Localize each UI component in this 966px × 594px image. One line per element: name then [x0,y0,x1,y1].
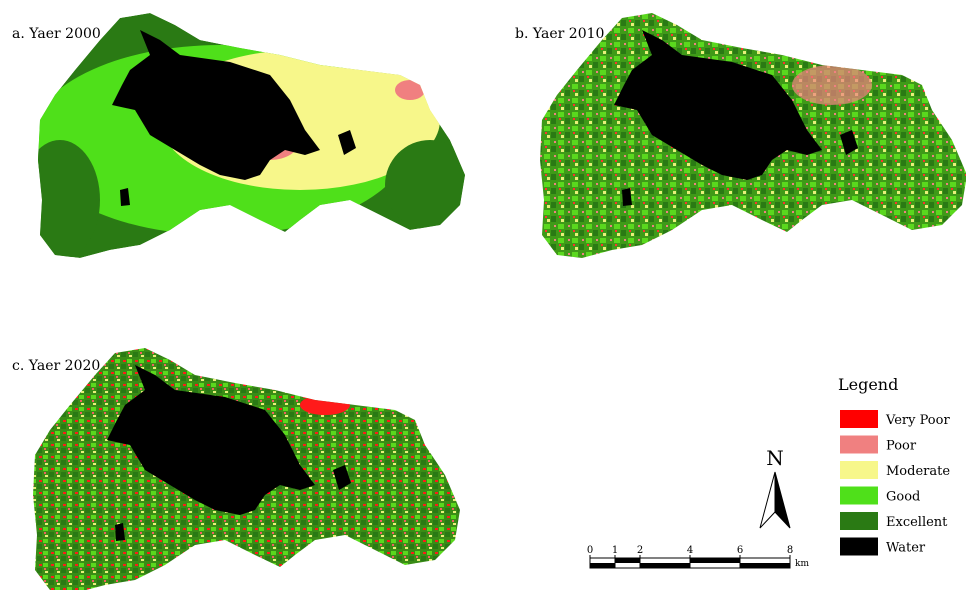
scale-label: 2 [637,545,643,556]
scale-unit: km [795,559,809,569]
legend-swatch [840,512,878,530]
legend-label: Very Poor [885,413,950,428]
legend-swatch [840,410,878,428]
legend-swatch [840,461,878,479]
north-label: N [766,446,784,470]
panel-label: c. Yaer 2020 [12,358,100,374]
map-2010 [540,13,966,258]
scale-segment [740,563,790,568]
map-2000 [20,13,475,260]
scale-label: 8 [787,545,793,556]
legend-swatch [840,436,878,454]
panel-label: b. Yaer 2010 [515,26,604,42]
map-2020 [33,348,460,590]
figure: a. Yaer 2000 b. Yaer 2010 c. Yaer 2020 L… [0,0,966,590]
legend-label: Moderate [886,464,950,479]
scale-segment [615,558,640,563]
scale-label: 6 [737,545,743,556]
legend-label: Poor [886,439,917,454]
legend-swatch [840,487,878,505]
north-arrow [760,472,790,528]
scale-label: 4 [687,545,693,556]
scale-segment [640,563,690,568]
scale-bar: 0 1 2 4 6 8km [587,545,810,569]
panel-label: a. Yaer 2000 [12,26,101,42]
legend-label: Water [886,541,926,556]
legend-label: Good [886,490,920,505]
scale-segment [590,563,615,568]
scale-segment [690,558,740,563]
legend-swatch [840,538,878,556]
legend-title: Legend [838,375,898,394]
scale-label: 0 [587,545,593,556]
scale-label: 1 [612,545,618,556]
legend: Very Poor Poor Moderate Good Excellent Water [840,410,950,556]
legend-label: Excellent [886,515,948,530]
